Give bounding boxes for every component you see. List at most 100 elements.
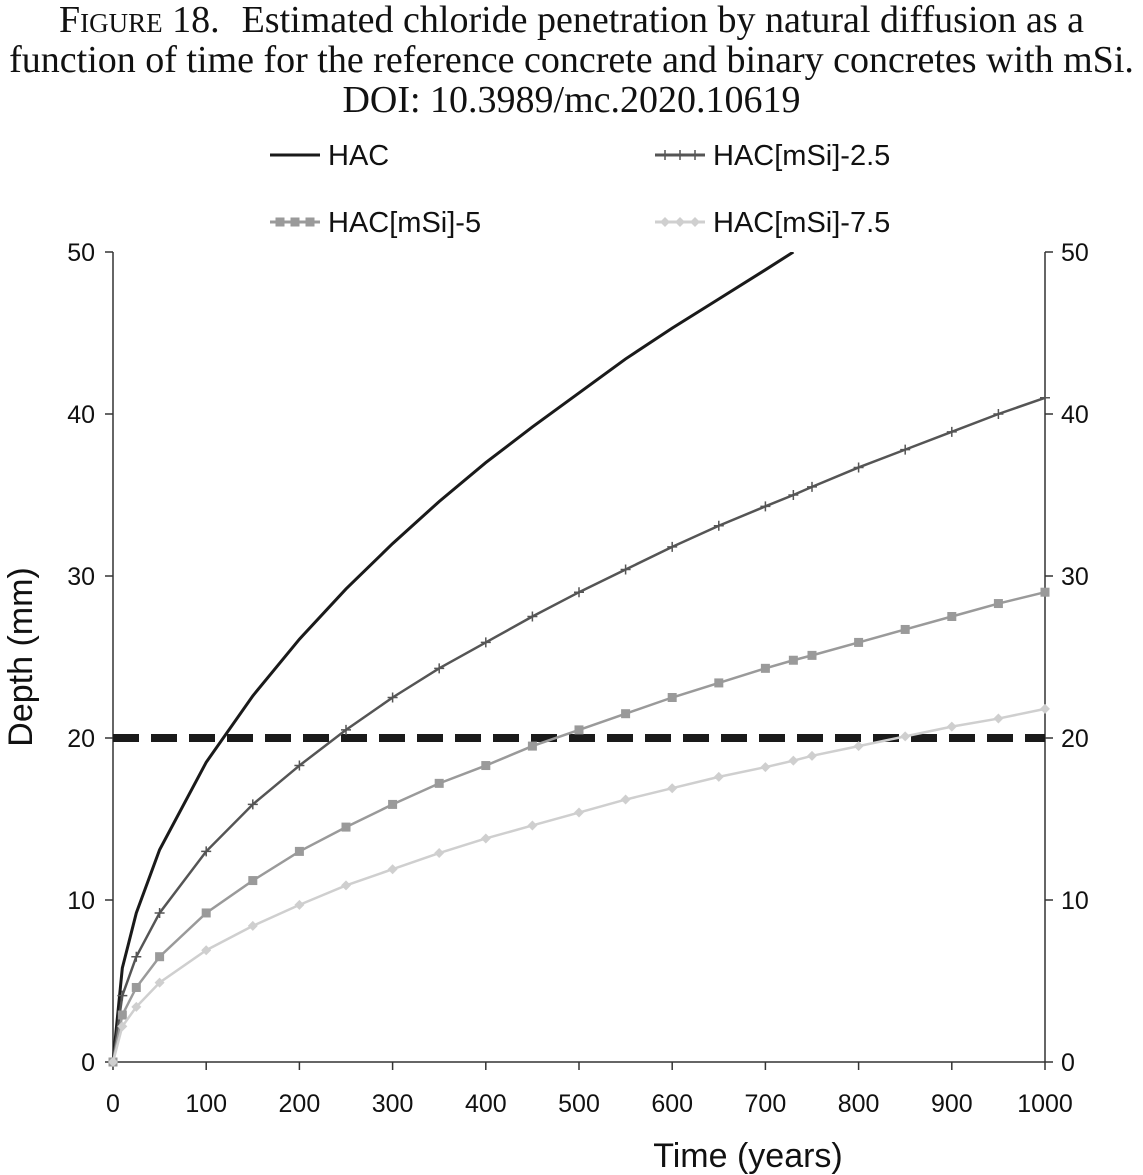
title-text: Estimated chloride penetration by natura… (9, 0, 1134, 121)
marker (247, 920, 258, 931)
marker (946, 426, 957, 437)
marker (620, 564, 631, 575)
y-tick-label: 50 (67, 239, 95, 267)
series-line (111, 707, 1046, 1063)
x-axis-label: Time (years) (653, 1137, 843, 1175)
legend-item: HAC[mSi]-2.5 (655, 140, 890, 172)
legend-label: HAC[mSi]-7.5 (713, 207, 890, 239)
marker (854, 637, 864, 647)
marker (388, 799, 398, 809)
y-tick-label: 0 (81, 1049, 95, 1077)
legend-marker (290, 217, 300, 227)
x-tick-label: 300 (372, 1090, 414, 1118)
marker (807, 750, 817, 761)
marker (154, 977, 165, 988)
marker (481, 761, 491, 771)
marker (527, 820, 538, 831)
marker (201, 945, 212, 956)
marker (434, 778, 444, 788)
marker (131, 1001, 142, 1012)
marker (807, 650, 817, 660)
marker (853, 741, 864, 752)
x-tick-label: 800 (838, 1090, 880, 1118)
legend-marker (305, 217, 315, 227)
legend-label: HAC[mSi]-2.5 (713, 140, 890, 172)
legend-item: HAC[mSi]-5 (270, 207, 481, 239)
marker (900, 444, 911, 455)
marker (434, 663, 445, 674)
y2-tick-label: 30 (1061, 563, 1089, 591)
x-tick-label: 900 (931, 1090, 973, 1118)
x-tick-label: 500 (558, 1090, 600, 1118)
series-line (111, 252, 795, 1063)
figure-label: Figure 18. (58, 0, 220, 41)
marker (1040, 587, 1050, 597)
x-tick-label: 200 (279, 1090, 321, 1118)
legend-marker (690, 217, 700, 227)
marker (620, 794, 631, 805)
marker (574, 587, 584, 598)
marker (387, 864, 398, 875)
x-tick-label: 100 (185, 1090, 227, 1118)
series-line (111, 590, 1046, 1063)
marker (574, 807, 584, 818)
marker (900, 731, 911, 742)
marker (993, 409, 1004, 419)
legend-marker (675, 150, 685, 160)
marker (294, 899, 305, 910)
marker (294, 846, 304, 856)
y-tick-label: 20 (67, 725, 95, 753)
marker (131, 982, 141, 992)
x-tick-label: 0 (106, 1090, 120, 1118)
legend-marker (660, 150, 670, 160)
x-tick-label: 700 (745, 1090, 787, 1118)
legend-marker (660, 217, 670, 227)
marker (667, 783, 678, 794)
marker (714, 678, 724, 688)
marker (947, 612, 957, 621)
marker (621, 709, 631, 719)
legend-marker (690, 150, 700, 160)
marker (108, 1057, 118, 1067)
marker (760, 663, 770, 673)
y2-tick-label: 50 (1061, 239, 1089, 267)
marker (247, 799, 258, 810)
x-tick-label: 1000 (1017, 1090, 1073, 1118)
marker (713, 771, 724, 782)
legend-marker (275, 217, 285, 227)
marker (434, 848, 445, 859)
legend-label: HAC (328, 140, 389, 172)
y-tick-label: 30 (67, 563, 95, 591)
marker (387, 692, 398, 703)
marker (117, 1010, 127, 1020)
marker (480, 833, 491, 844)
y2-tick-label: 0 (1061, 1049, 1075, 1077)
marker (807, 481, 817, 492)
marker (527, 611, 538, 622)
y2-tick-label: 10 (1061, 887, 1089, 915)
marker (117, 1021, 128, 1032)
marker (527, 741, 537, 751)
marker (788, 655, 798, 665)
marker (946, 721, 957, 732)
x-tick-label: 400 (465, 1090, 507, 1118)
marker (900, 624, 910, 634)
y-axis-label: Depth (mm) (2, 567, 40, 746)
marker (788, 755, 799, 766)
marker (131, 951, 142, 962)
marker (248, 876, 258, 886)
marker (760, 762, 771, 773)
marker (341, 880, 351, 891)
series-line (111, 396, 1046, 1063)
marker (117, 990, 128, 1001)
marker (853, 462, 864, 473)
marker (713, 520, 724, 531)
marker (480, 637, 491, 648)
marker (667, 541, 678, 552)
legend-label: HAC[mSi]-5 (328, 207, 481, 239)
marker (667, 693, 677, 702)
y2-tick-label: 20 (1061, 725, 1089, 753)
x-tick-label: 600 (651, 1090, 693, 1118)
chart-title: Figure 18. Estimated chloride penetration… (0, 0, 1143, 120)
